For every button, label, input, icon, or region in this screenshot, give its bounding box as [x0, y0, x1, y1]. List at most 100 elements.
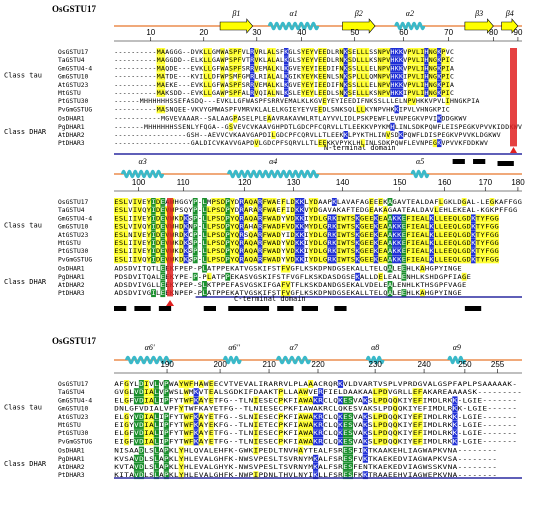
- residue: H: [425, 49, 429, 56]
- residue: L: [318, 116, 322, 123]
- residue: E: [439, 207, 443, 214]
- residue-highlight: [424, 247, 430, 256]
- residue: V: [267, 124, 271, 131]
- residue: L: [361, 140, 365, 147]
- residue: E: [412, 140, 416, 147]
- residue-highlight: [313, 198, 319, 206]
- class-label-tau: Class tau: [4, 404, 42, 412]
- residue: F: [238, 90, 242, 97]
- residue-highlight: [160, 64, 166, 73]
- residue-highlight: [192, 247, 198, 256]
- residue: V: [195, 49, 199, 56]
- residue-highlight: [203, 80, 208, 89]
- residue: K: [365, 106, 369, 113]
- residue-highlight: [415, 222, 421, 231]
- residue: I: [286, 232, 290, 239]
- residue-highlight: [309, 64, 314, 73]
- residue: L: [259, 140, 263, 147]
- residue-highlight: [445, 56, 450, 65]
- residue: E: [348, 98, 352, 105]
- residue-highlight: [394, 72, 399, 81]
- residue: E: [485, 199, 489, 206]
- residue: D: [191, 49, 195, 56]
- residue-highlight: [220, 89, 225, 97]
- residue-highlight: [276, 214, 282, 223]
- residue: I: [420, 74, 424, 81]
- residue: N: [335, 106, 339, 113]
- residue-highlight: [322, 222, 328, 231]
- residue-highlight: [207, 80, 212, 89]
- residue: R: [306, 132, 310, 139]
- residue-highlight: [406, 222, 411, 231]
- residue: -: [114, 140, 118, 147]
- residue: I: [133, 248, 137, 255]
- residue-highlight: [290, 247, 296, 256]
- residue: P: [259, 98, 263, 105]
- residue: A: [225, 65, 229, 72]
- residue: L: [208, 49, 212, 56]
- residue: M: [216, 49, 220, 56]
- residue: -: [234, 414, 239, 421]
- residue: C: [212, 140, 216, 147]
- residue: V: [195, 82, 199, 89]
- residue-highlight: [276, 230, 282, 239]
- residue: -: [131, 124, 135, 131]
- residue: M: [246, 74, 250, 81]
- residue: E: [306, 82, 310, 89]
- residue-highlight: [202, 239, 207, 247]
- residue: L: [352, 140, 356, 147]
- residue-highlight: [301, 48, 306, 56]
- residue: G: [323, 215, 327, 222]
- residue-highlight: [480, 222, 486, 231]
- residue-highlight: [160, 89, 166, 97]
- residue: L: [318, 215, 322, 222]
- residue: L: [374, 65, 378, 72]
- residue: K: [221, 140, 225, 147]
- residue: -: [131, 98, 135, 105]
- residue-highlight: [415, 89, 421, 97]
- sequence-name: OsDHAR1: [58, 116, 85, 123]
- residue: Y: [310, 57, 314, 64]
- residue: V: [454, 140, 458, 147]
- residue: D: [290, 199, 294, 206]
- residue: -: [507, 389, 512, 396]
- residue: K: [397, 224, 401, 231]
- residue-highlight: [386, 89, 391, 97]
- residue: -: [182, 140, 186, 147]
- residue: A: [187, 116, 191, 123]
- residue-highlight: [250, 56, 255, 65]
- residue: Y: [369, 106, 373, 113]
- residue-highlight: [253, 214, 258, 223]
- residue: S: [348, 65, 352, 72]
- residue-highlight: [257, 247, 263, 256]
- residue: S: [374, 49, 378, 56]
- residue-highlight: [390, 64, 395, 73]
- residue: L: [216, 116, 220, 123]
- contact-block: [228, 306, 270, 311]
- residue-highlight: [229, 206, 235, 215]
- residue-highlight: [484, 214, 490, 223]
- residue: A: [253, 240, 257, 247]
- residue: L: [327, 132, 331, 139]
- residue: W: [267, 207, 271, 214]
- residue: D: [327, 82, 331, 89]
- residue: -: [153, 49, 157, 56]
- alpha-helix-coil: [410, 169, 430, 179]
- residue: R: [250, 82, 254, 89]
- residue-highlight: [250, 64, 255, 73]
- residue: -: [131, 82, 135, 89]
- residue-highlight: [381, 56, 387, 65]
- residue: I: [267, 132, 271, 139]
- residue: H: [165, 98, 169, 105]
- residue: L: [365, 49, 369, 56]
- residue: S: [284, 140, 288, 147]
- residue: K: [399, 49, 403, 56]
- residue-highlight: [480, 247, 486, 256]
- residue-highlight: [207, 64, 212, 73]
- residue: Y: [310, 65, 314, 72]
- residue: L: [365, 90, 369, 97]
- residue: S: [165, 106, 169, 113]
- residue: K: [332, 224, 336, 231]
- residue: K: [284, 82, 288, 89]
